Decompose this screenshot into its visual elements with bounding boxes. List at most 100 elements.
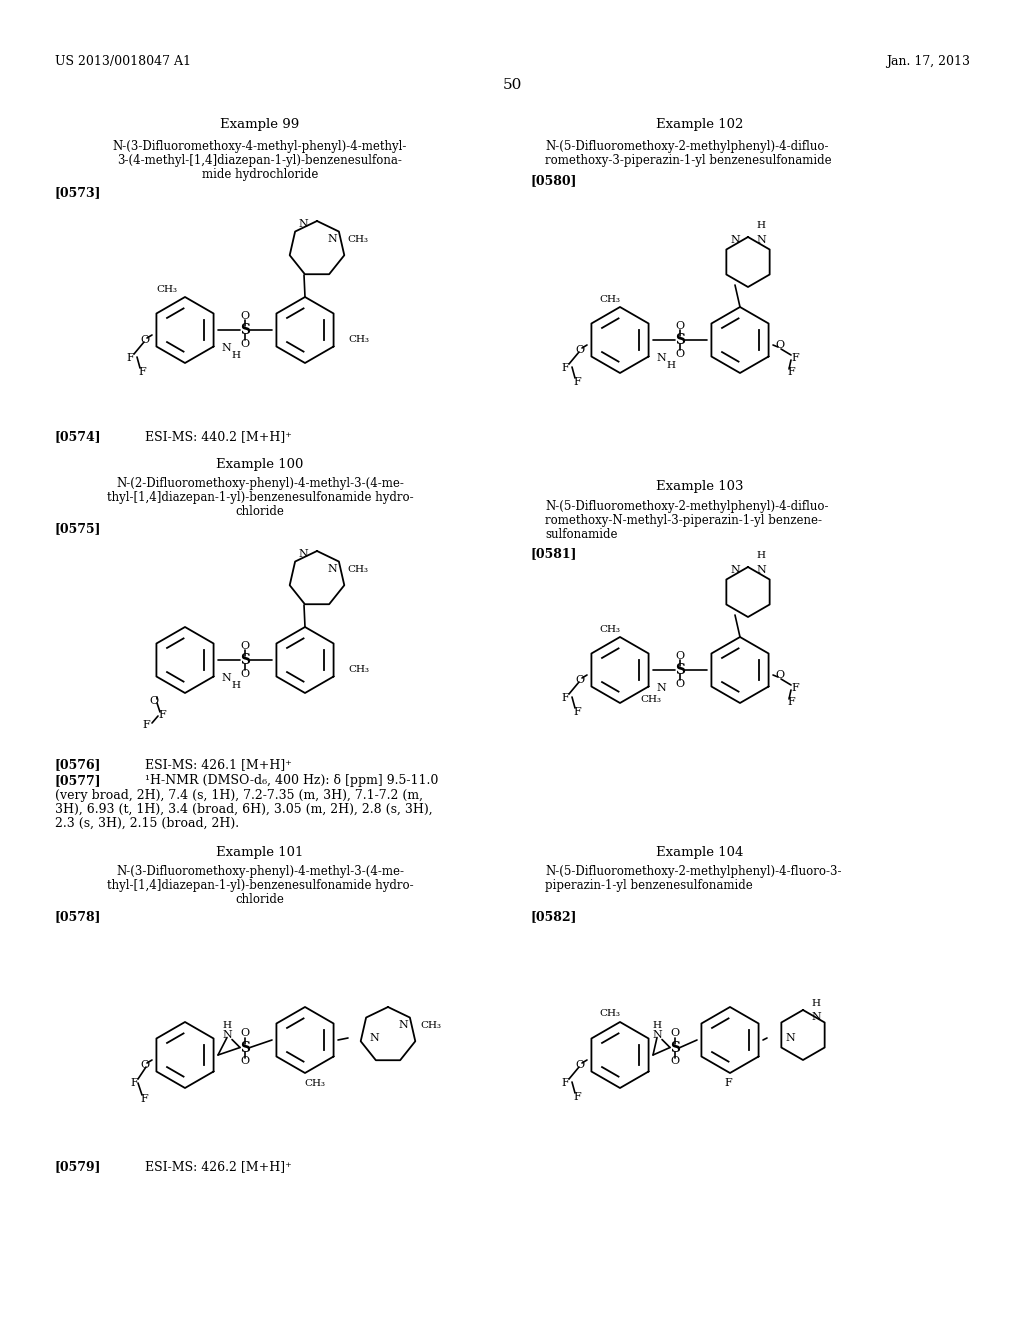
- Text: 3H), 6.93 (t, 1H), 3.4 (broad, 6H), 3.05 (m, 2H), 2.8 (s, 3H),: 3H), 6.93 (t, 1H), 3.4 (broad, 6H), 3.05…: [55, 803, 432, 816]
- Text: O: O: [241, 1028, 250, 1039]
- Text: F: F: [158, 710, 166, 719]
- Text: O: O: [575, 675, 585, 685]
- Text: CH₃: CH₃: [348, 335, 369, 345]
- Text: ESI-MS: 440.2 [M+H]⁺: ESI-MS: 440.2 [M+H]⁺: [145, 430, 292, 444]
- Text: Example 104: Example 104: [656, 846, 743, 859]
- Text: O: O: [676, 651, 685, 661]
- Text: [0577]: [0577]: [55, 774, 101, 787]
- Text: F: F: [126, 352, 134, 363]
- Text: Jan. 17, 2013: Jan. 17, 2013: [886, 55, 970, 69]
- Text: CH₃: CH₃: [347, 565, 368, 573]
- Text: O: O: [671, 1028, 680, 1039]
- Text: N-(5-Difluoromethoxy-2-methylphenyl)-4-fluoro-3-: N-(5-Difluoromethoxy-2-methylphenyl)-4-f…: [545, 865, 842, 878]
- Text: N: N: [327, 234, 337, 244]
- Text: O: O: [140, 1060, 150, 1071]
- Text: F: F: [561, 363, 569, 374]
- Text: N-(2-Difluoromethoxy-phenyl)-4-methyl-3-(4-me-: N-(2-Difluoromethoxy-phenyl)-4-methyl-3-…: [116, 477, 403, 490]
- Text: N: N: [756, 565, 766, 576]
- Text: H: H: [811, 998, 820, 1007]
- Text: H: H: [757, 552, 766, 561]
- Text: chloride: chloride: [236, 506, 285, 517]
- Text: O: O: [775, 341, 784, 350]
- Text: thyl-[1,4]diazepan-1-yl)-benzenesulfonamide hydro-: thyl-[1,4]diazepan-1-yl)-benzenesulfonam…: [106, 491, 414, 504]
- Text: F: F: [561, 693, 569, 704]
- Text: F: F: [787, 697, 795, 708]
- Text: O: O: [671, 1056, 680, 1067]
- Text: N: N: [730, 565, 740, 576]
- Text: O: O: [150, 696, 159, 706]
- Text: Example 101: Example 101: [216, 846, 304, 859]
- Text: thyl-[1,4]diazepan-1-yl)-benzenesulfonamide hydro-: thyl-[1,4]diazepan-1-yl)-benzenesulfonam…: [106, 879, 414, 892]
- Text: H: H: [652, 1020, 662, 1030]
- Text: N: N: [730, 235, 740, 246]
- Text: S: S: [670, 1040, 680, 1055]
- Text: romethoxy-N-methyl-3-piperazin-1-yl benzene-: romethoxy-N-methyl-3-piperazin-1-yl benz…: [545, 513, 822, 527]
- Text: piperazin-1-yl benzenesulfonamide: piperazin-1-yl benzenesulfonamide: [545, 879, 753, 892]
- Text: [0575]: [0575]: [55, 521, 101, 535]
- Text: N-(3-Difluoromethoxy-4-methyl-phenyl)-4-methyl-: N-(3-Difluoromethoxy-4-methyl-phenyl)-4-…: [113, 140, 408, 153]
- Text: US 2013/0018047 A1: US 2013/0018047 A1: [55, 55, 191, 69]
- Text: chloride: chloride: [236, 894, 285, 906]
- Text: N: N: [298, 549, 308, 558]
- Text: O: O: [241, 339, 250, 348]
- Text: F: F: [140, 1094, 147, 1104]
- Text: [0579]: [0579]: [55, 1160, 101, 1173]
- Text: ESI-MS: 426.2 [M+H]⁺: ESI-MS: 426.2 [M+H]⁺: [145, 1160, 292, 1173]
- Text: (very broad, 2H), 7.4 (s, 1H), 7.2-7.35 (m, 3H), 7.1-7.2 (m,: (very broad, 2H), 7.4 (s, 1H), 7.2-7.35 …: [55, 789, 423, 803]
- Text: O: O: [676, 321, 685, 331]
- Text: romethoxy-3-piperazin-1-yl benzenesulfonamide: romethoxy-3-piperazin-1-yl benzenesulfon…: [545, 154, 831, 168]
- Text: CH₃: CH₃: [599, 1010, 621, 1019]
- Text: mide hydrochloride: mide hydrochloride: [202, 168, 318, 181]
- Text: H: H: [231, 351, 241, 360]
- Text: CH₃: CH₃: [347, 235, 368, 243]
- Text: N: N: [398, 1020, 408, 1030]
- Text: N: N: [785, 1034, 795, 1043]
- Text: 50: 50: [503, 78, 521, 92]
- Text: [0580]: [0580]: [530, 174, 577, 187]
- Text: S: S: [675, 663, 685, 677]
- Text: [0578]: [0578]: [55, 909, 101, 923]
- Text: Example 99: Example 99: [220, 117, 300, 131]
- Text: CH₃: CH₃: [640, 696, 662, 705]
- Text: S: S: [675, 333, 685, 347]
- Text: N: N: [369, 1034, 379, 1043]
- Text: [0581]: [0581]: [530, 546, 577, 560]
- Text: S: S: [240, 653, 250, 667]
- Text: O: O: [575, 1060, 585, 1071]
- Text: CH₃: CH₃: [599, 624, 621, 634]
- Text: [0582]: [0582]: [530, 909, 577, 923]
- Text: N: N: [221, 343, 230, 352]
- Text: N: N: [811, 1012, 821, 1022]
- Text: N: N: [327, 564, 337, 574]
- Text: Example 100: Example 100: [216, 458, 304, 471]
- Text: CH₃: CH₃: [420, 1020, 441, 1030]
- Text: N: N: [221, 673, 230, 682]
- Text: Example 103: Example 103: [656, 480, 743, 492]
- Text: F: F: [724, 1078, 732, 1088]
- Text: N: N: [298, 219, 308, 228]
- Text: [0573]: [0573]: [55, 186, 101, 199]
- Text: [0574]: [0574]: [55, 430, 101, 444]
- Text: CH₃: CH₃: [348, 665, 369, 675]
- Text: CH₃: CH₃: [157, 285, 177, 293]
- Text: ESI-MS: 426.1 [M+H]⁺: ESI-MS: 426.1 [M+H]⁺: [145, 758, 292, 771]
- Text: F: F: [573, 1092, 581, 1102]
- Text: N: N: [756, 235, 766, 246]
- Text: F: F: [142, 719, 150, 730]
- Text: F: F: [573, 378, 581, 387]
- Text: F: F: [130, 1078, 138, 1088]
- Text: O: O: [575, 345, 585, 355]
- Text: Example 102: Example 102: [656, 117, 743, 131]
- Text: N-(3-Difluoromethoxy-phenyl)-4-methyl-3-(4-me-: N-(3-Difluoromethoxy-phenyl)-4-methyl-3-…: [116, 865, 404, 878]
- Text: S: S: [240, 1040, 250, 1055]
- Text: O: O: [676, 348, 685, 359]
- Text: F: F: [792, 352, 799, 363]
- Text: F: F: [792, 682, 799, 693]
- Text: H: H: [222, 1020, 231, 1030]
- Text: CH₃: CH₃: [304, 1078, 326, 1088]
- Text: N-(5-Difluoromethoxy-2-methylphenyl)-4-difluo-: N-(5-Difluoromethoxy-2-methylphenyl)-4-d…: [545, 500, 828, 513]
- Text: F: F: [561, 1078, 569, 1088]
- Text: O: O: [241, 642, 250, 651]
- Text: F: F: [787, 367, 795, 378]
- Text: 3-(4-methyl-[1,4]diazepan-1-yl)-benzenesulfona-: 3-(4-methyl-[1,4]diazepan-1-yl)-benzenes…: [118, 154, 402, 168]
